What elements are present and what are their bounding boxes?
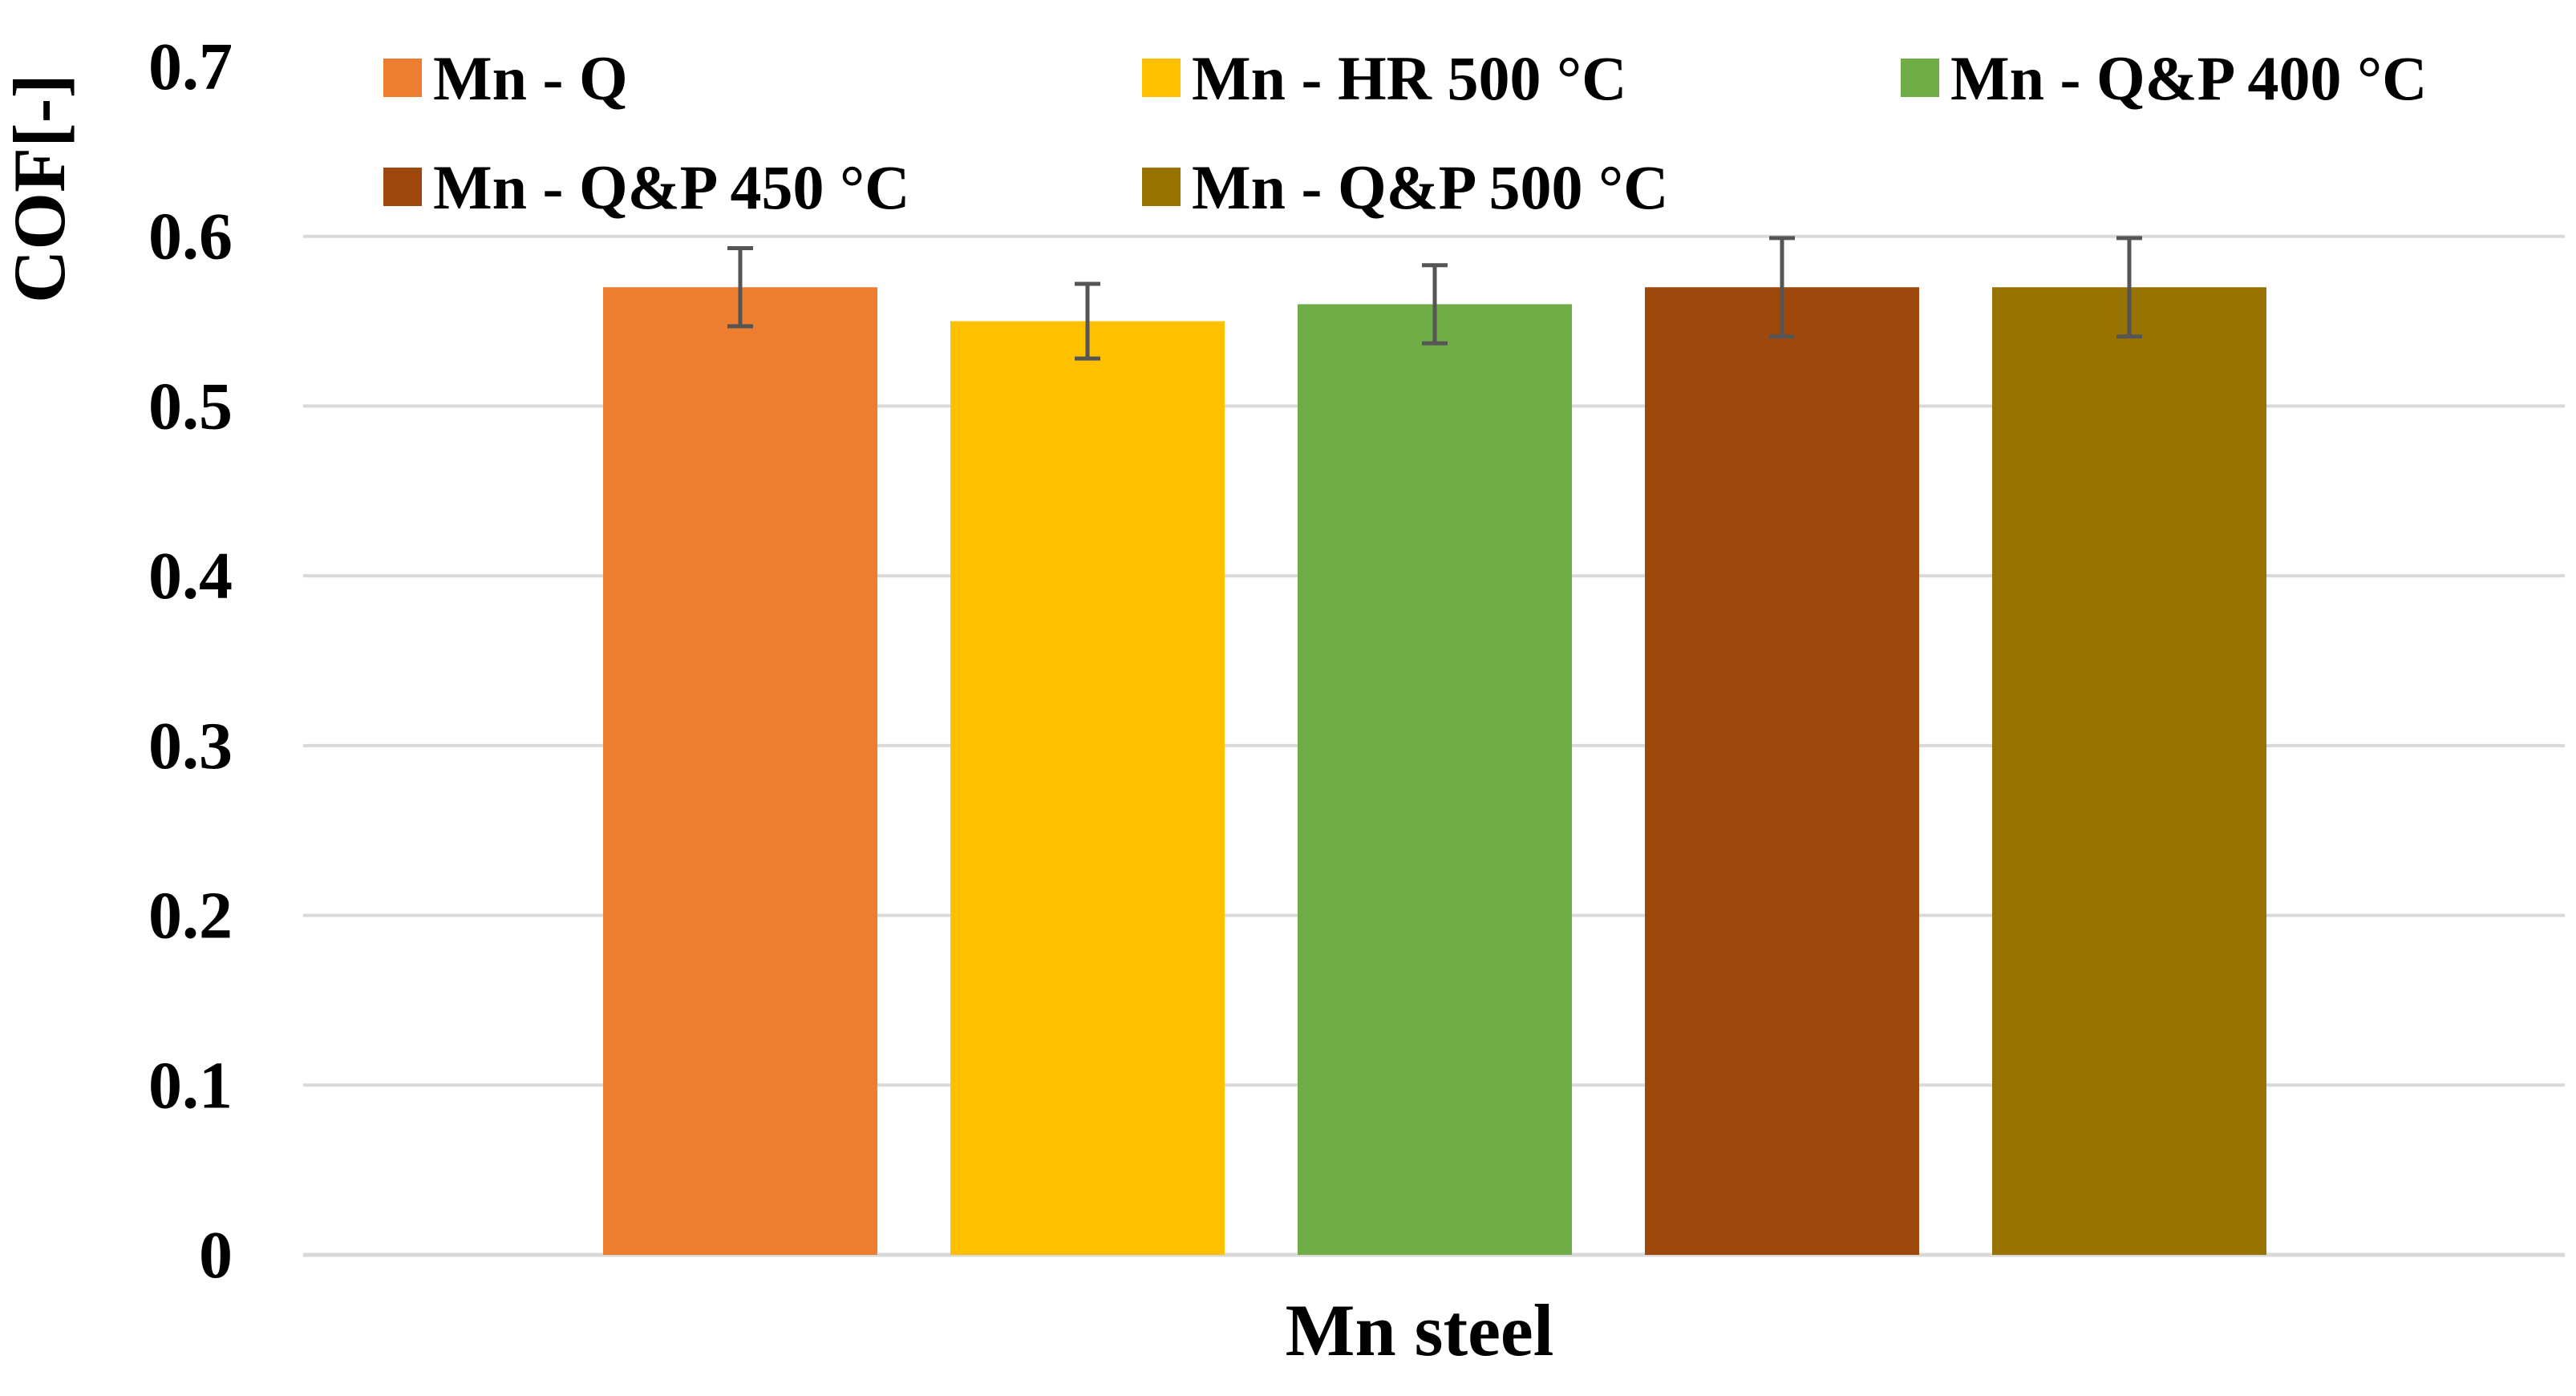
legend-label: Mn - HR 500 °C	[1192, 43, 1627, 113]
legend-item: Mn - Q&P 500 °C	[1142, 152, 1668, 222]
error-bar	[1075, 281, 1100, 361]
legend-label: Mn - Q&P 500 °C	[1192, 152, 1668, 222]
legend-item: Mn - HR 500 °C	[1142, 43, 1627, 113]
error-bars	[727, 236, 2142, 361]
y-tick-label: 0.6	[148, 200, 233, 274]
error-bar	[1422, 263, 1448, 346]
legend-label: Mn - Q	[433, 43, 628, 113]
y-tick-label: 0.3	[148, 709, 233, 783]
y-tick-label: 0	[199, 1218, 233, 1293]
y-axis-label: COF[-]	[0, 74, 80, 303]
legend-label: Mn - Q&P 450 °C	[433, 152, 909, 222]
legend-swatch	[1901, 59, 1939, 97]
legend-swatch	[1142, 168, 1181, 206]
y-axis-ticks: 0 0.1 0.2 0.3 0.4 0.5 0.6 0.7	[148, 30, 233, 1293]
error-bar	[1769, 236, 1795, 339]
bars	[603, 287, 2266, 1256]
legend-item: Mn - Q&P 450 °C	[383, 152, 909, 222]
legend-swatch	[383, 168, 422, 206]
bar	[603, 287, 877, 1256]
bar	[1298, 304, 1572, 1255]
y-tick-label: 0.4	[148, 539, 233, 613]
x-axis-label: Mn steel	[1286, 1289, 1554, 1371]
legend-swatch	[1142, 59, 1181, 97]
legend-item: Mn - Q&P 400 °C	[1901, 43, 2427, 113]
legend-label: Mn - Q&P 400 °C	[1950, 43, 2427, 113]
y-tick-label: 0.1	[148, 1048, 233, 1123]
bar	[1645, 287, 1919, 1256]
legend: Mn - Q Mn - HR 500 °C Mn - Q&P 400 °C Mn - …	[383, 43, 2427, 222]
error-bar	[2116, 236, 2142, 339]
legend-swatch	[383, 59, 422, 97]
y-tick-label: 0.5	[148, 369, 233, 443]
legend-item: Mn - Q	[383, 43, 628, 113]
bar	[1992, 287, 2266, 1256]
bar	[950, 321, 1225, 1256]
y-tick-label: 0.2	[148, 879, 233, 953]
error-bar	[727, 246, 753, 329]
y-tick-label: 0.7	[148, 30, 233, 104]
